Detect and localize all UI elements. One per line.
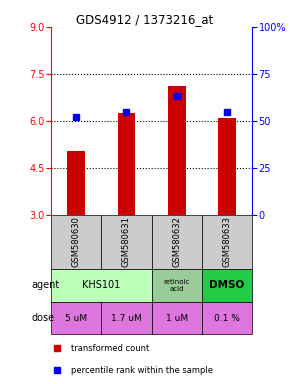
Bar: [202, 302, 252, 334]
Text: DMSO: DMSO: [209, 280, 245, 290]
Bar: [67, 151, 85, 215]
Text: transformed count: transformed count: [71, 344, 149, 353]
Text: GSM580632: GSM580632: [172, 217, 181, 267]
Text: GDS4912 / 1373216_at: GDS4912 / 1373216_at: [76, 13, 214, 26]
Text: 1.7 uM: 1.7 uM: [111, 314, 142, 323]
Text: GSM580633: GSM580633: [223, 216, 232, 267]
Bar: [101, 215, 152, 269]
Bar: [152, 215, 202, 269]
Text: agent: agent: [32, 280, 60, 290]
Text: 1 uM: 1 uM: [166, 314, 188, 323]
Bar: [51, 269, 152, 302]
Bar: [152, 269, 202, 302]
Bar: [202, 269, 252, 302]
Text: percentile rank within the sample: percentile rank within the sample: [71, 366, 213, 374]
Bar: [51, 215, 101, 269]
Text: dose: dose: [32, 313, 55, 323]
Text: retinoic
acid: retinoic acid: [164, 279, 190, 292]
Text: KHS101: KHS101: [82, 280, 120, 290]
Bar: [218, 118, 236, 215]
Text: 0.1 %: 0.1 %: [214, 314, 240, 323]
Bar: [101, 302, 152, 334]
Bar: [152, 302, 202, 334]
Text: 5 uM: 5 uM: [65, 314, 87, 323]
Text: GSM580631: GSM580631: [122, 217, 131, 267]
Bar: [202, 215, 252, 269]
Text: GSM580630: GSM580630: [71, 217, 80, 267]
Bar: [117, 113, 135, 215]
Bar: [168, 86, 186, 215]
Bar: [51, 302, 101, 334]
